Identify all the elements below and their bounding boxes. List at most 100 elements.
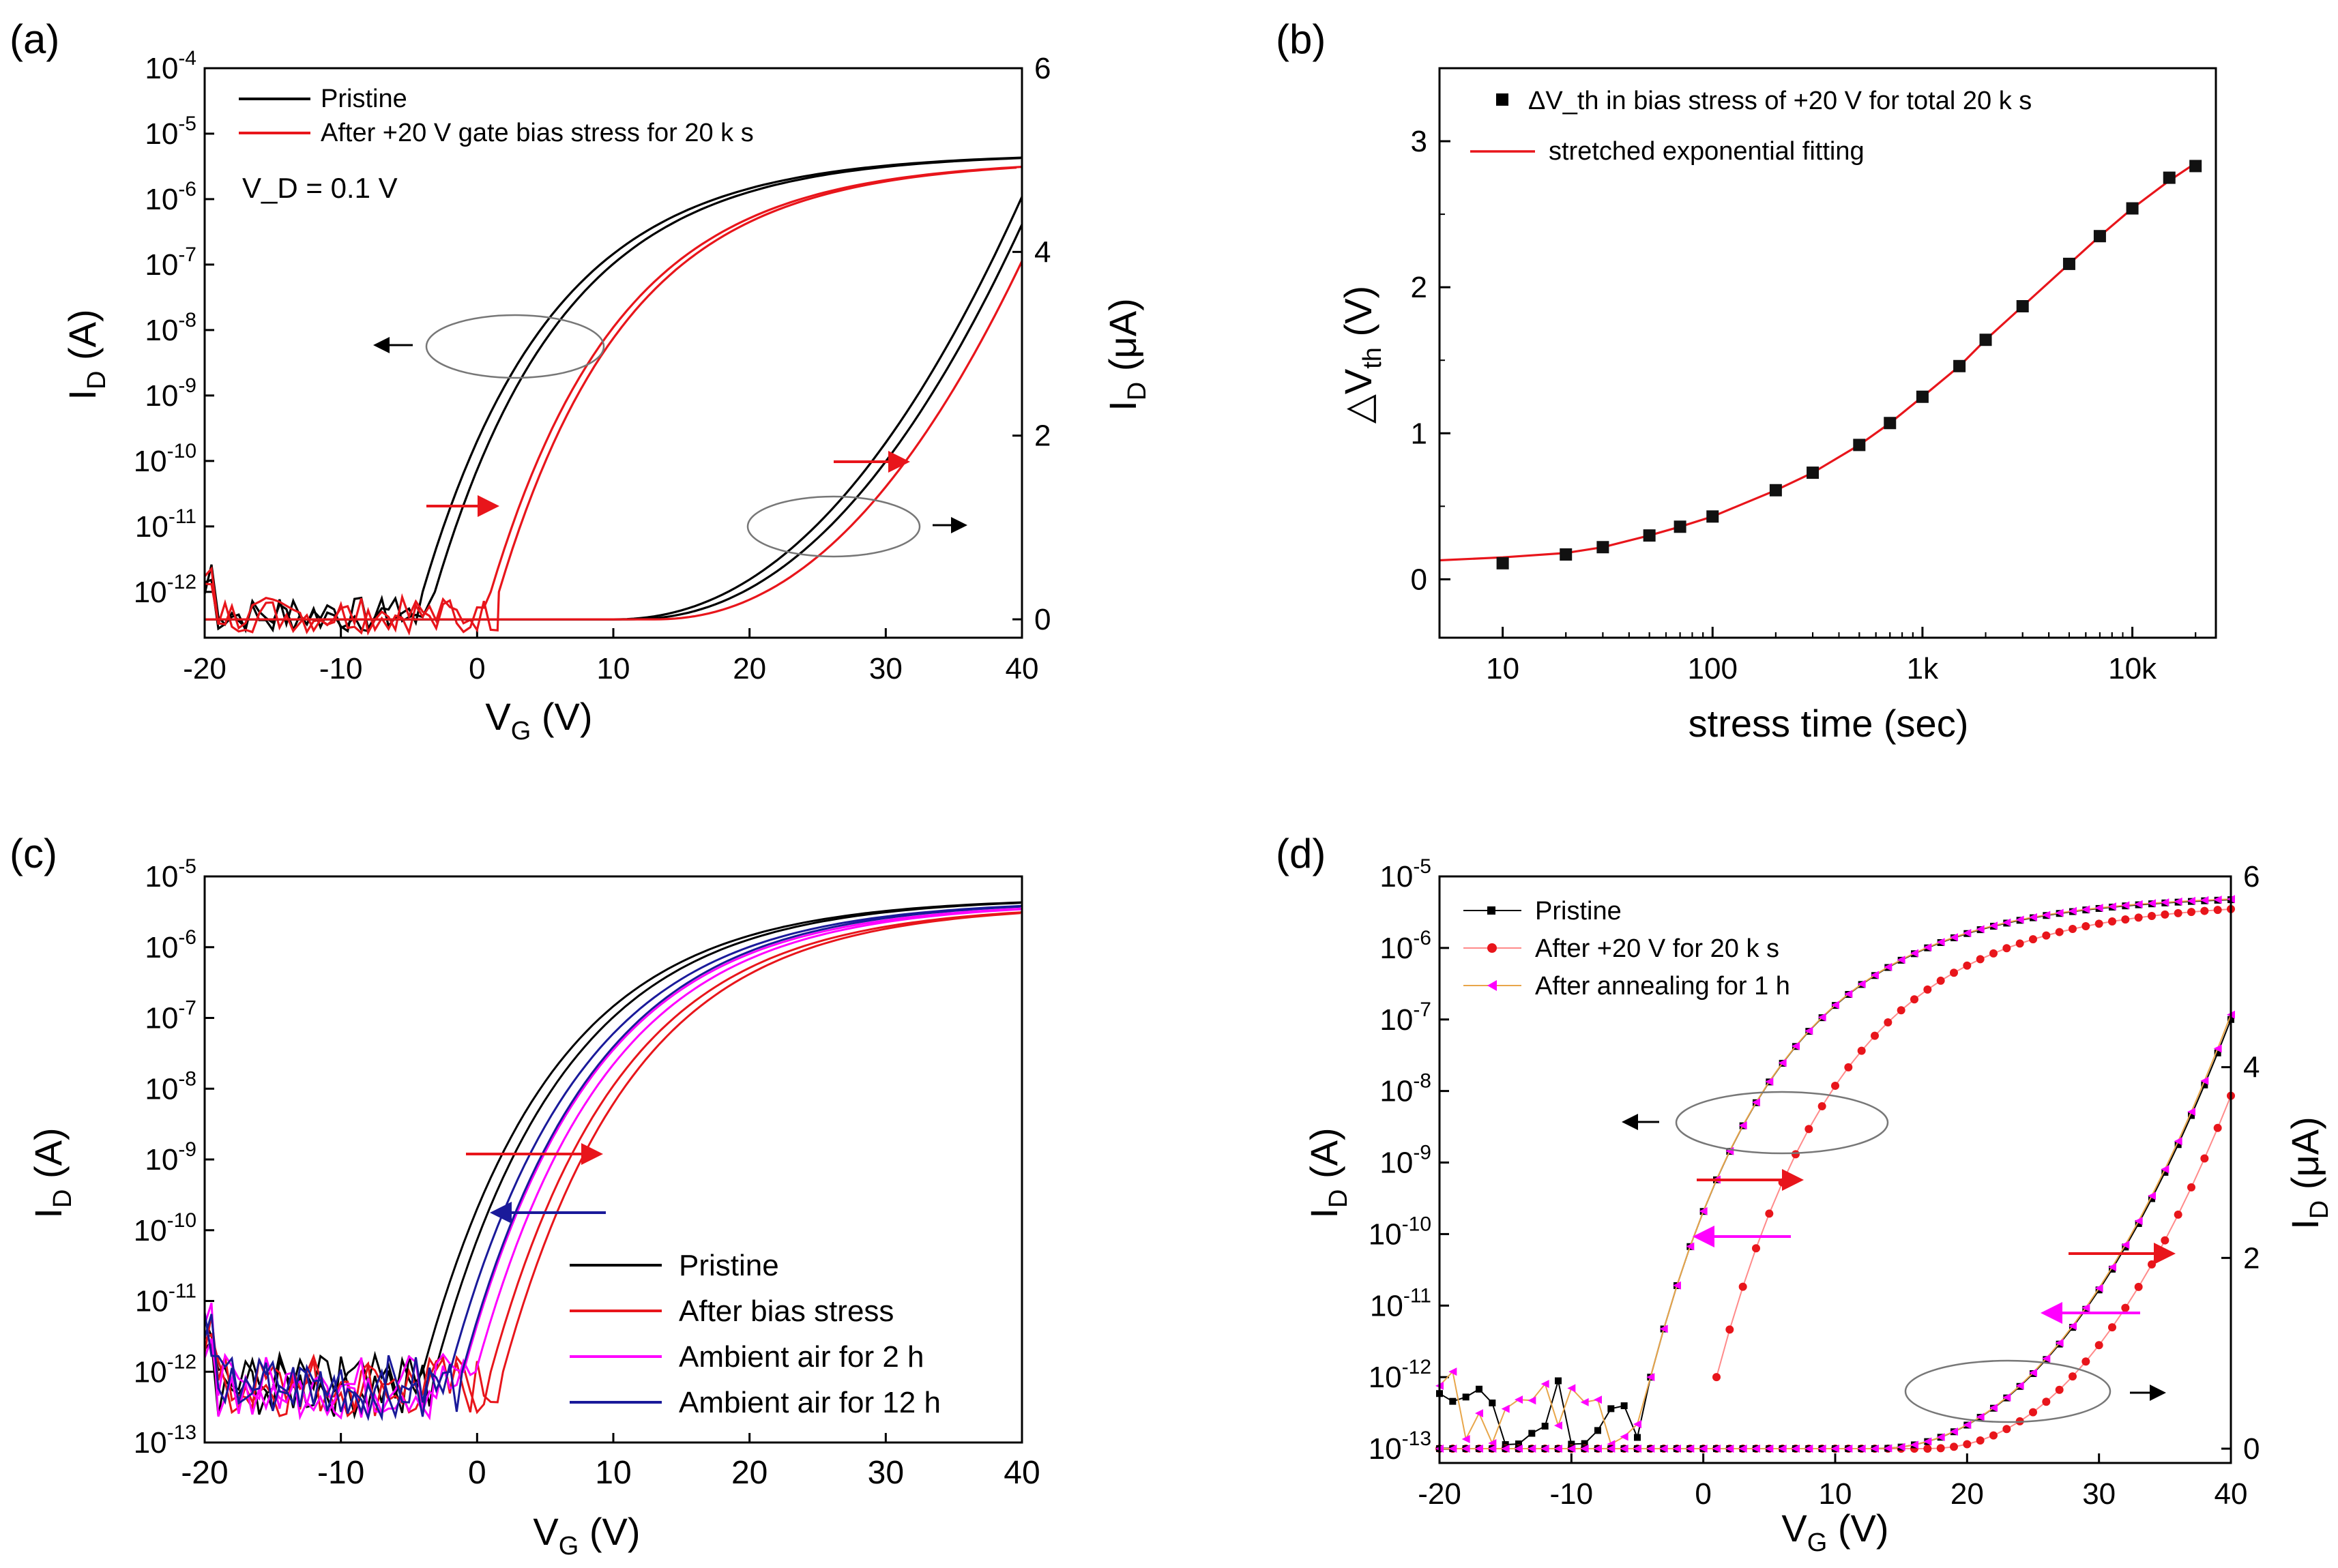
data-marker: [1871, 1031, 1879, 1040]
data-marker: [1620, 1432, 1628, 1441]
data-marker: [1580, 1397, 1589, 1406]
data-point: [2062, 257, 2075, 270]
data-marker: [2213, 1044, 2222, 1053]
panel-d-x-label: VG (V): [1781, 1507, 1888, 1557]
data-marker: [2069, 906, 2077, 915]
data-marker: [1844, 990, 1853, 999]
panel-d-y-right-ticks: 0 2 4 6: [2221, 860, 2260, 1466]
data-marker: [1976, 955, 1985, 964]
y-left-tick-label: 10-12: [1369, 1356, 1431, 1394]
fit-line: [1439, 162, 2197, 562]
data-marker: [2042, 1354, 2051, 1363]
y-left-tick-label: 10-8: [145, 309, 196, 347]
data-marker: [2187, 908, 2195, 917]
data-marker: [1950, 933, 1958, 942]
data-marker: [2148, 912, 2156, 921]
data-marker: [2135, 1219, 2142, 1227]
data-point: [2189, 160, 2202, 173]
data-marker: [1752, 1445, 1760, 1453]
panel-d-ellipse-log: [1675, 1091, 1889, 1155]
data-marker: [2134, 900, 2143, 908]
data-point: [1853, 439, 1866, 452]
data-marker: [1515, 1440, 1522, 1448]
data-marker: [2094, 919, 2103, 928]
y-left-tick-label: 10-4: [145, 47, 196, 85]
series-line: [203, 905, 1021, 1421]
data-marker: [1738, 1121, 1747, 1130]
data-marker: [1567, 1445, 1576, 1453]
data-marker: [2015, 939, 2024, 948]
data-marker: [1633, 1420, 1641, 1429]
log-series-line: [1716, 908, 2232, 1378]
data-marker: [2187, 1108, 2195, 1116]
data-marker: [1501, 1404, 1510, 1413]
data-marker: [1501, 1445, 1510, 1453]
panel-a: (a) -20 -10 0 10 20 30 40 10-1210-1110-1010-91…: [10, 16, 1152, 745]
data-marker: [1817, 1101, 1826, 1110]
data-marker: [2161, 1168, 2169, 1176]
data-marker: [1923, 1445, 1932, 1453]
data-marker: [2069, 1372, 2077, 1381]
data-point: [1979, 334, 1992, 346]
data-marker: [1844, 1445, 1853, 1453]
data-marker: [2042, 911, 2051, 919]
panel-d-series: [1435, 895, 2235, 1453]
data-marker: [1778, 1059, 1787, 1067]
x-tick-label: 0: [469, 652, 485, 685]
panel-a-legend-pristine: Pristine: [321, 85, 407, 113]
x-tick-label: 1k: [1907, 652, 1939, 685]
series-line: [203, 901, 1023, 1417]
data-marker: [1461, 1445, 1470, 1453]
data-marker: [1673, 1281, 1681, 1290]
data-point: [1706, 510, 1719, 523]
data-marker: [2201, 1081, 2208, 1089]
data-marker: [1792, 1041, 1800, 1050]
data-marker: [1646, 1445, 1655, 1453]
data-marker: [2055, 908, 2064, 917]
data-marker: [1989, 1431, 1998, 1440]
data-marker: [2055, 928, 2064, 936]
data-marker: [1555, 1377, 1562, 1385]
data-marker: [1475, 1409, 1483, 1418]
x-tick-label: -10: [1550, 1477, 1594, 1511]
y-left-tick-label: 10-10: [1369, 1213, 1431, 1251]
y-tick-label: 0: [1411, 563, 1427, 596]
data-marker: [1448, 1367, 1457, 1376]
data-marker: [2121, 1241, 2130, 1249]
data-marker: [2042, 931, 2051, 940]
y-tick-label: 10-8: [145, 1067, 196, 1106]
data-marker: [1568, 1440, 1575, 1448]
data-marker: [1540, 1445, 1549, 1453]
panel-b-frame: [1438, 67, 2217, 639]
panel-c-legend-0: Pristine: [679, 1249, 779, 1282]
x-tick-label: 10: [595, 1455, 631, 1491]
panel-b-legend-fit: stretched exponential fitting: [1549, 137, 1865, 166]
data-marker: [1712, 1373, 1721, 1382]
panel-d-y-right-label: ID (μA): [2283, 1116, 2334, 1230]
data-point: [1769, 484, 1782, 497]
panel-c-y-ticks: 10-13 10-12 10-11 10-10 10-9 10-8 10-7 10-6 10-5: [134, 855, 214, 1460]
data-point: [1884, 417, 1897, 430]
panel-a-label: (a): [10, 16, 59, 62]
data-marker: [2029, 1368, 2037, 1377]
y-tick-label: 10-6: [145, 926, 196, 964]
data-marker: [2002, 918, 2011, 927]
series-line: [203, 902, 1021, 1420]
data-marker: [2213, 1123, 2222, 1132]
x-tick-label: 100: [1688, 652, 1738, 685]
data-marker: [2055, 1385, 2064, 1394]
y-tick-label: 10-11: [135, 1280, 196, 1318]
data-marker: [1778, 1445, 1787, 1453]
data-marker: [2188, 1112, 2195, 1119]
panel-b-series: [1439, 160, 2202, 569]
y-tick-label: 10-10: [134, 1209, 196, 1247]
panel-b: (b) 10 100 1k 10k 0 1 2 3 ΔV_th in bias stress…: [1276, 16, 2217, 745]
x-tick-label: 40: [1006, 652, 1039, 685]
data-marker: [2161, 1236, 2169, 1245]
data-marker: [1489, 1400, 1496, 1407]
data-marker: [1817, 1013, 1826, 1022]
data-point: [1953, 359, 1966, 372]
y-left-tick-label: 10-7: [1379, 999, 1431, 1037]
panel-b-x-label: stress time (sec): [1689, 702, 1969, 745]
y-tick-label: 2: [1411, 271, 1427, 304]
